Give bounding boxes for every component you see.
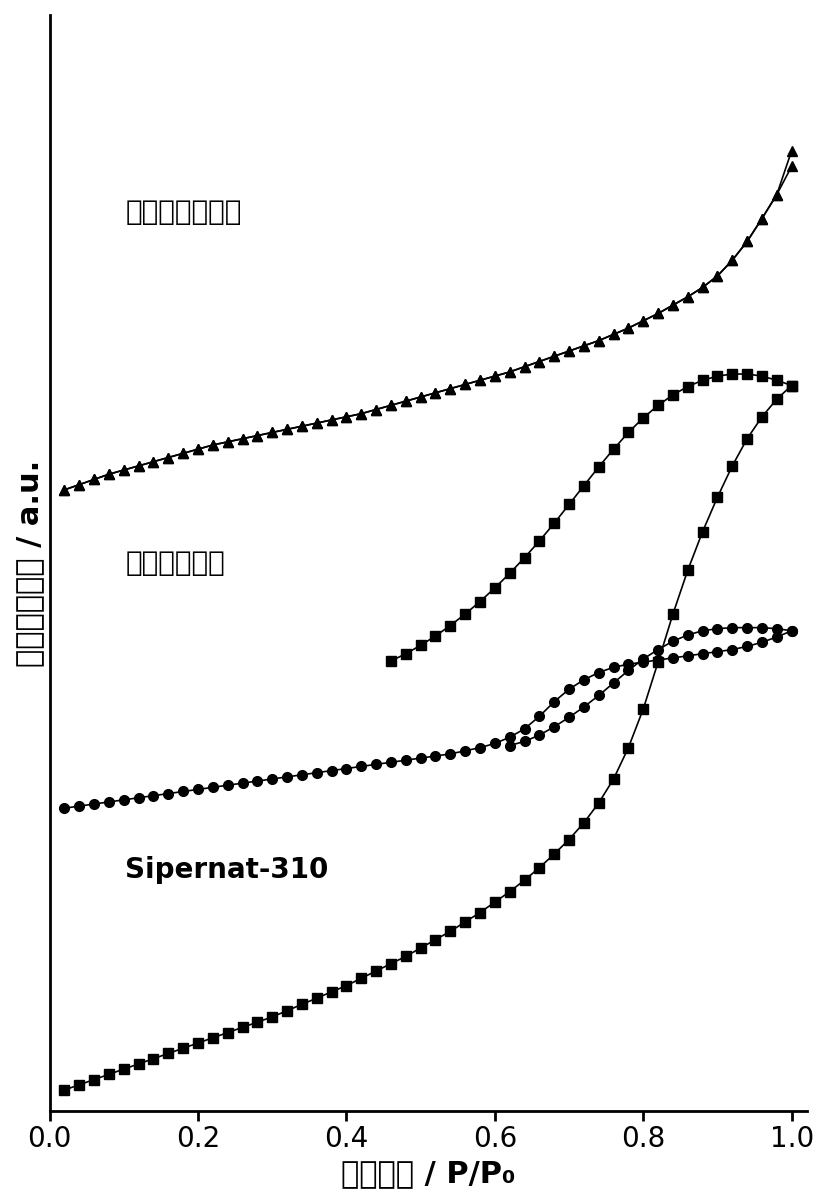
Text: Sipernat-310: Sipernat-310 [125,855,328,884]
Y-axis label: 吸附氮气体积 / a.u.: 吸附氮气体积 / a.u. [15,460,44,666]
X-axis label: 相对压力 / P/P₀: 相对压力 / P/P₀ [341,1158,515,1189]
Text: 本发明连续流法: 本发明连续流法 [125,198,242,226]
Text: 间歇式鼓泡法: 间歇式鼓泡法 [125,549,225,577]
